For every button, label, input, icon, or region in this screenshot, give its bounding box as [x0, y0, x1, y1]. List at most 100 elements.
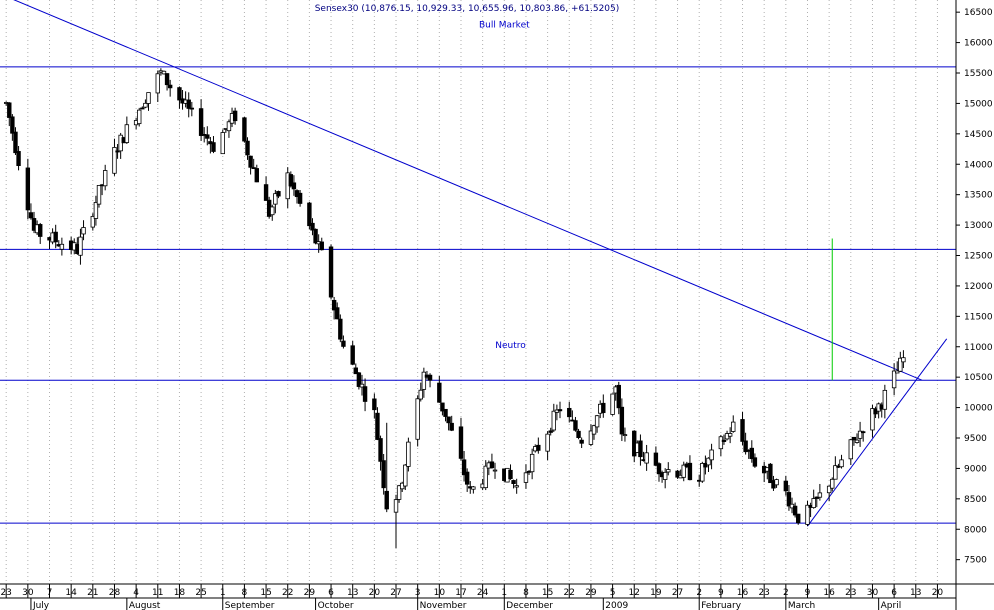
candle-body [508, 469, 513, 480]
x-tick-label: 29 [585, 588, 597, 598]
y-tick-label: 8000 [964, 525, 987, 535]
candle-body [427, 374, 433, 381]
candle-body [573, 420, 578, 431]
candle-body [189, 107, 195, 110]
candle-body [396, 485, 402, 500]
candle-body [112, 147, 117, 174]
x-tick-label: 1 [220, 588, 226, 598]
candle-body [232, 110, 238, 122]
candle-body [140, 107, 145, 110]
candle-body [752, 457, 758, 467]
x-tick-label: 6 [328, 588, 334, 598]
y-tick-label: 9500 [964, 434, 987, 444]
candle-body [895, 370, 900, 374]
candle-body [418, 389, 423, 400]
candle-body [489, 461, 495, 469]
candle-body [786, 492, 792, 507]
candle-body [81, 227, 86, 235]
x-tick-label: 4 [133, 588, 139, 598]
candle-body [328, 246, 334, 298]
x-tick-label: 28 [109, 588, 121, 598]
candle-body [656, 463, 662, 475]
x-tick-label: 8 [242, 588, 248, 598]
x-tick-label: 20 [932, 588, 944, 598]
candle-body [857, 430, 863, 439]
candle-body [220, 132, 225, 155]
candle-body [638, 440, 643, 458]
candle-body [449, 422, 454, 431]
candle-body [288, 174, 294, 187]
y-tick-label: 11000 [964, 343, 993, 353]
candle-body [458, 426, 464, 459]
x-tick-label: 15 [260, 588, 271, 598]
month-label: November [420, 601, 467, 610]
month-label: July [32, 601, 50, 610]
x-tick-label: 5 [610, 588, 616, 598]
candle-body [851, 436, 857, 441]
candle-body [461, 459, 467, 476]
candle-body [551, 410, 556, 431]
month-label: September [225, 601, 275, 610]
y-tick-label: 11500 [964, 312, 993, 322]
candle-body [579, 439, 584, 444]
x-tick-label: 23 [845, 588, 856, 598]
candle-body [619, 406, 625, 435]
y-tick-label: 12500 [964, 252, 993, 262]
candle-body [356, 372, 362, 387]
month-label: April [881, 601, 902, 610]
x-tick-label: 8 [523, 588, 529, 598]
candle-body [276, 191, 281, 197]
candle-body [198, 108, 204, 136]
y-tick-label: 14000 [964, 160, 993, 170]
x-tick-label: 2 [783, 588, 789, 598]
candle-body [792, 505, 798, 516]
candle-body [511, 480, 516, 484]
candle-body [675, 470, 680, 478]
candle-body [13, 131, 18, 154]
y-tick-label: 14500 [964, 130, 993, 140]
candle-body [359, 383, 365, 388]
candle-body [443, 408, 448, 417]
candle-body [783, 480, 789, 492]
candle-body [740, 419, 745, 442]
candle-body [53, 231, 58, 243]
x-tick-label: 22 [564, 588, 575, 598]
candle-body [273, 193, 278, 205]
candle-body [610, 393, 615, 415]
x-tick-label: 9 [718, 588, 724, 598]
candle-body [406, 441, 411, 467]
candle-body [848, 439, 854, 460]
month-label: March [788, 601, 815, 610]
candle-body [310, 222, 315, 231]
candle-body [727, 433, 733, 437]
x-tick-label: 16 [737, 588, 749, 598]
candle-body [263, 184, 269, 201]
candle-body [378, 438, 383, 462]
trend-line [13, 0, 923, 381]
y-tick-label: 15500 [964, 69, 993, 79]
candle-body [211, 142, 216, 152]
candle-body [338, 318, 343, 340]
candle-body [514, 485, 519, 488]
trend-line [807, 338, 948, 527]
candle-body [817, 492, 823, 498]
candle-body [833, 465, 838, 480]
candle-body [146, 92, 151, 104]
y-tick-label: 7500 [964, 556, 987, 566]
candle-body [666, 469, 671, 473]
candle-body [403, 464, 408, 487]
candle-body [709, 449, 714, 461]
month-label: December [506, 601, 553, 610]
x-tick-label: 23 [758, 588, 769, 598]
y-tick-label: 12000 [964, 282, 993, 292]
support-resistance-lines [0, 66, 956, 524]
candle-body [381, 460, 386, 489]
candle-body [245, 140, 250, 156]
candle-body [860, 431, 866, 434]
candle-body [186, 99, 191, 109]
x-tick-label: 25 [195, 588, 206, 598]
candle-body [594, 415, 600, 428]
candle-body [749, 447, 755, 460]
y-tick-label: 10500 [964, 373, 993, 383]
